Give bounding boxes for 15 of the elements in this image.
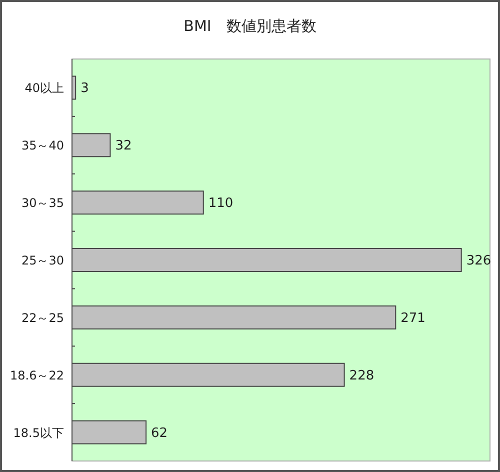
- chart-title: BMI 数値別患者数: [184, 17, 316, 35]
- data-label: 62: [151, 426, 168, 441]
- data-label: 228: [349, 368, 374, 384]
- y-tick-label: 18.6～22: [10, 368, 64, 382]
- y-tick-label: 40以上: [24, 81, 64, 96]
- y-tick-label: 25～30: [21, 254, 64, 268]
- y-tick-label: 22～25: [21, 310, 64, 325]
- data-label: 326: [466, 254, 492, 268]
- data-label: 32: [115, 138, 132, 154]
- data-label: 110: [208, 196, 234, 212]
- y-tick-label: 30～35: [21, 196, 64, 210]
- y-tick-label: 18.5以下: [13, 426, 64, 440]
- data-label: 271: [400, 310, 426, 326]
- data-label: 3: [80, 81, 89, 96]
- y-tick-label: 35～40: [21, 138, 64, 153]
